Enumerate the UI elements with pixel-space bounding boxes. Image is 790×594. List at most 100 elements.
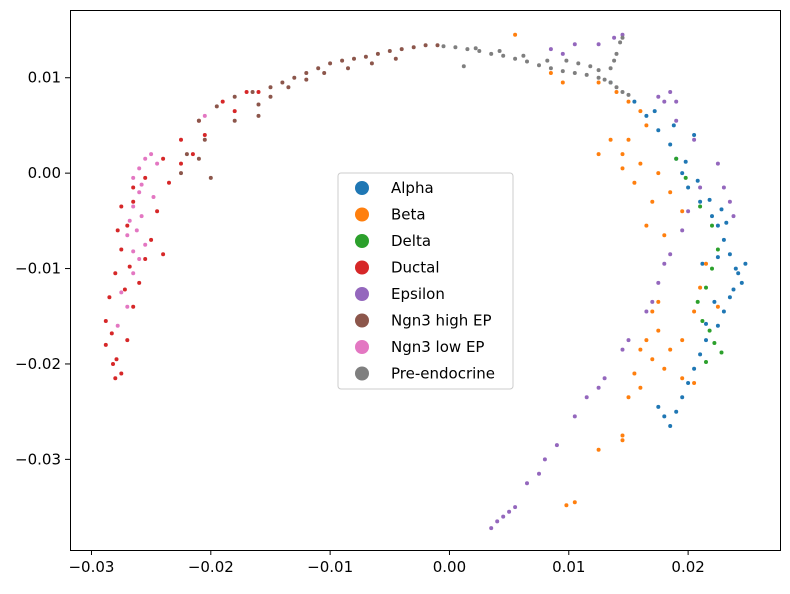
data-point xyxy=(710,214,714,219)
data-point xyxy=(715,255,720,260)
legend-box xyxy=(337,172,514,390)
data-point xyxy=(652,109,657,114)
points-layer xyxy=(103,32,748,531)
data-point xyxy=(668,90,673,94)
data-point xyxy=(602,77,607,82)
data-point xyxy=(707,328,712,333)
data-point xyxy=(721,237,726,242)
data-point xyxy=(626,137,631,142)
data-point xyxy=(638,385,643,390)
x-tick-label: 0.00 xyxy=(433,558,466,576)
data-point xyxy=(620,347,625,352)
data-point xyxy=(671,123,676,128)
data-point xyxy=(620,433,625,438)
data-point xyxy=(564,58,569,63)
data-point xyxy=(525,59,529,64)
data-point xyxy=(602,376,607,381)
data-point xyxy=(662,99,667,104)
data-point xyxy=(656,328,661,333)
data-point xyxy=(612,58,617,63)
data-point xyxy=(724,220,729,225)
data-point xyxy=(626,395,631,400)
data-point xyxy=(656,171,661,176)
data-point xyxy=(662,233,667,238)
data-point xyxy=(453,45,458,50)
data-point xyxy=(656,404,661,409)
x-tick-label: 0.02 xyxy=(671,558,704,576)
data-point xyxy=(554,443,559,448)
data-point xyxy=(626,338,631,343)
data-point xyxy=(131,175,136,180)
data-point xyxy=(650,299,655,304)
data-point xyxy=(137,257,142,261)
data-point xyxy=(614,85,619,90)
data-point xyxy=(721,309,726,314)
data-point xyxy=(143,242,148,247)
data-point xyxy=(495,519,500,524)
data-point xyxy=(704,261,708,266)
data-point xyxy=(656,280,661,285)
data-point xyxy=(692,133,697,137)
data-point xyxy=(650,309,655,314)
data-point xyxy=(149,152,154,157)
data-point xyxy=(686,185,691,190)
data-point xyxy=(131,185,136,190)
data-point xyxy=(375,51,380,56)
data-point xyxy=(542,457,547,462)
data-point xyxy=(731,214,736,219)
data-point xyxy=(584,72,589,77)
data-point xyxy=(712,299,717,304)
data-point xyxy=(473,46,478,51)
data-point xyxy=(161,252,166,257)
data-point xyxy=(113,376,118,381)
data-point xyxy=(692,309,697,314)
data-point xyxy=(727,199,732,204)
data-point xyxy=(179,137,183,142)
data-point xyxy=(179,161,183,166)
data-point xyxy=(668,190,673,195)
data-point xyxy=(719,350,724,355)
data-point xyxy=(190,152,195,157)
data-point xyxy=(695,178,700,183)
data-point xyxy=(220,99,225,104)
data-point xyxy=(707,197,712,202)
data-point xyxy=(548,66,553,71)
data-point xyxy=(155,161,160,166)
data-point xyxy=(131,204,136,209)
data-point xyxy=(103,319,108,323)
data-point xyxy=(548,71,553,75)
data-point xyxy=(161,156,166,161)
data-point xyxy=(618,40,623,45)
data-point xyxy=(596,75,601,80)
data-point xyxy=(369,61,374,66)
y-tick-label: 0.01 xyxy=(28,69,61,87)
data-point xyxy=(686,209,691,214)
data-point xyxy=(489,526,494,531)
data-point xyxy=(650,357,655,362)
data-point xyxy=(501,53,506,58)
data-point xyxy=(626,92,631,97)
data-point xyxy=(698,199,703,204)
data-point xyxy=(127,264,132,269)
data-point xyxy=(608,66,613,71)
data-point xyxy=(576,61,581,66)
data-point xyxy=(131,249,136,254)
legend-label: Ngn3 high EP xyxy=(391,312,492,330)
data-point xyxy=(626,99,631,104)
data-point xyxy=(698,352,703,357)
data-point xyxy=(560,69,565,74)
data-point xyxy=(322,71,327,75)
data-point xyxy=(214,104,219,109)
x-tick-label: −0.03 xyxy=(68,558,114,576)
legend-label: Alpha xyxy=(391,179,434,197)
data-point xyxy=(545,58,550,63)
data-point xyxy=(596,447,601,452)
data-point xyxy=(137,166,142,171)
x-tick-label: −0.01 xyxy=(307,558,353,576)
data-point xyxy=(572,42,577,47)
data-point xyxy=(608,80,613,85)
data-point xyxy=(686,381,691,385)
data-point xyxy=(638,347,643,352)
data-point xyxy=(179,171,183,176)
